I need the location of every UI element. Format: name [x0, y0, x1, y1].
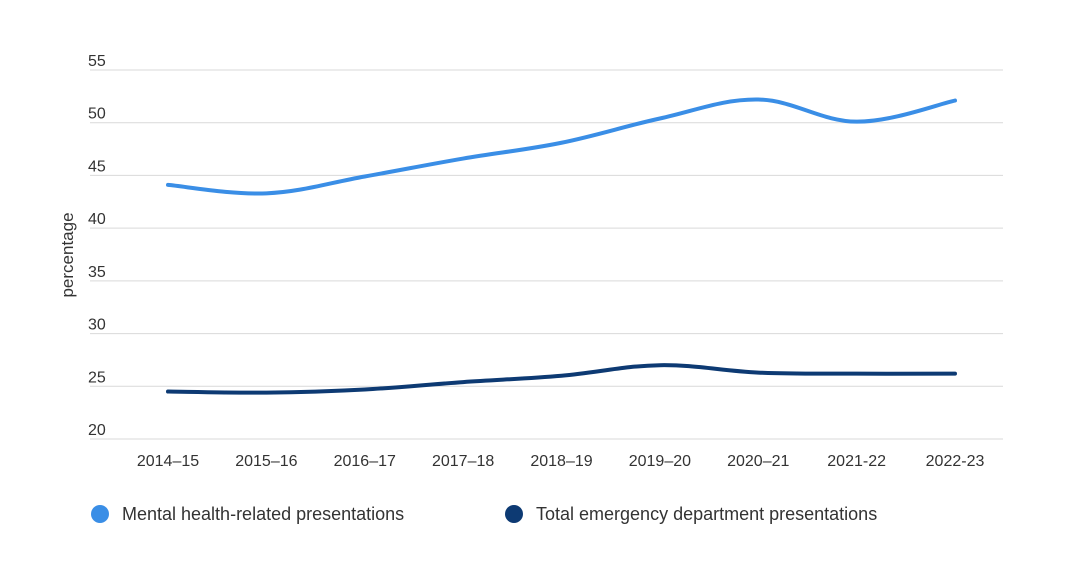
series-line-0 — [166, 97, 957, 196]
legend-marker-0 — [91, 505, 109, 523]
y-axis-ticks: 20 25 30 35 40 45 50 55 — [88, 53, 106, 439]
y-tick-label: 45 — [88, 158, 106, 175]
legend: Mental health-related presentations Total… — [91, 504, 877, 524]
x-tick-label: 2021-22 — [827, 453, 886, 470]
x-tick-label: 2015–16 — [235, 453, 297, 470]
x-tick-label: 2016–17 — [334, 453, 396, 470]
y-tick-label: 20 — [88, 422, 106, 439]
x-tick-label: 2017–18 — [432, 453, 494, 470]
x-tick-label: 2020–21 — [727, 453, 789, 470]
legend-label-1: Total emergency department presentations — [536, 504, 877, 524]
legend-marker-1 — [505, 505, 523, 523]
series-lines — [166, 97, 957, 395]
y-tick-label: 50 — [88, 106, 106, 123]
x-tick-label: 2014–15 — [137, 453, 199, 470]
y-axis-label: percentage — [58, 212, 77, 297]
x-tick-label: 2022-23 — [926, 453, 985, 470]
y-tick-label: 30 — [88, 317, 106, 334]
y-tick-label: 35 — [88, 264, 106, 281]
x-axis-ticks: 2014–15 2015–16 2016–17 2017–18 2018–19 2019–… — [137, 453, 985, 470]
series-line-1 — [166, 363, 957, 395]
y-tick-label: 55 — [88, 53, 106, 70]
x-tick-label: 2018–19 — [530, 453, 592, 470]
x-tick-label: 2019–20 — [629, 453, 691, 470]
y-tick-label: 25 — [88, 369, 106, 386]
legend-label-0: Mental health-related presentations — [122, 504, 404, 524]
gridlines — [90, 69, 1003, 440]
y-tick-label: 40 — [88, 211, 106, 228]
